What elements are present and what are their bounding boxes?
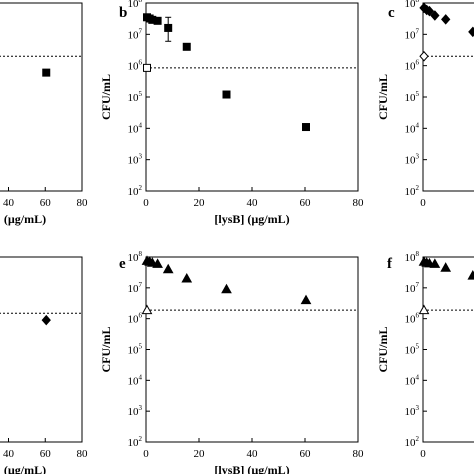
panel-letter: c — [388, 5, 395, 21]
y-tick-label: 102 — [128, 435, 143, 449]
open-data-point — [418, 304, 430, 315]
data-point — [152, 258, 163, 268]
y-tick-label: 108 — [128, 0, 143, 10]
y-tick-label: 103 — [128, 153, 143, 167]
x-tick-label: 0 — [143, 197, 149, 209]
panel-letter: f — [387, 256, 393, 272]
y-axis-title: CFU/mL — [99, 74, 113, 120]
y-tick-label: 108 — [405, 0, 420, 10]
y-tick-label: 107 — [405, 281, 420, 295]
data-point — [221, 283, 232, 294]
data-point — [424, 5, 435, 17]
y-tick-label: 105 — [405, 90, 420, 104]
y-tick-label: 105 — [128, 90, 143, 104]
y-tick-label: 105 — [405, 343, 420, 357]
y-tick-label: 104 — [405, 373, 420, 387]
x-tick-label: 20 — [194, 448, 206, 460]
x-tick-label: 80 — [77, 448, 89, 460]
x-tick-label: 80 — [353, 448, 365, 460]
x-tick-label: 0 — [420, 197, 426, 209]
y-tick-label: 103 — [405, 404, 420, 418]
y-tick-label: 104 — [405, 121, 420, 135]
y-axis-title: CFU/mL — [99, 327, 113, 373]
y-tick-label: 103 — [405, 153, 420, 167]
data-point — [467, 270, 474, 280]
x-tick-label: 80 — [353, 197, 365, 209]
y-tick-label: 104 — [128, 121, 143, 135]
data-point — [181, 273, 193, 283]
data-point — [222, 90, 231, 99]
y-axis-title: CFU/mL — [376, 74, 390, 120]
y-tick-label: 105 — [128, 343, 143, 357]
x-tick-label: 0 — [420, 448, 426, 460]
x-tick-label: 40 — [3, 197, 15, 209]
plot-frame — [145, 256, 359, 443]
panel-c: 10210310410510610710802cCFU/mL — [376, 0, 474, 209]
plot-frame — [422, 2, 474, 192]
y-axis-title: CFU/mL — [376, 327, 390, 373]
plot-frame — [145, 2, 359, 192]
data-point — [300, 294, 312, 305]
data-point — [302, 123, 310, 132]
plot-frame — [0, 256, 83, 443]
y-tick-label: 104 — [128, 373, 143, 387]
x-tick-label: 80 — [77, 197, 89, 209]
data-point — [468, 26, 474, 38]
plot-frame — [0, 2, 83, 192]
x-tick-label: 60 — [300, 197, 312, 209]
x-tick-label: 20 — [194, 197, 206, 209]
data-point — [441, 14, 451, 25]
y-tick-label: 106 — [128, 312, 143, 326]
y-tick-label: 102 — [405, 184, 420, 198]
data-point — [153, 16, 162, 25]
x-tick-label: 60 — [300, 448, 312, 460]
open-data-point — [143, 63, 151, 72]
y-tick-label: 106 — [405, 312, 420, 326]
plot-frame — [422, 256, 474, 443]
panel-letter: e — [119, 256, 126, 272]
x-axis-title: [lysB] (µg/mL) — [214, 463, 289, 474]
y-tick-label: 108 — [405, 250, 420, 264]
data-point — [440, 262, 452, 272]
x-tick-label: 40 — [247, 448, 259, 460]
y-tick-label: 102 — [128, 184, 143, 198]
y-tick-label: 107 — [128, 281, 143, 295]
x-tick-label: 60 — [40, 448, 52, 460]
y-tick-label: 102 — [405, 435, 420, 449]
y-tick-label: 106 — [405, 59, 420, 73]
y-tick-label: 103 — [128, 404, 143, 418]
data-point — [430, 10, 440, 21]
panel-letter: b — [119, 5, 127, 21]
y-tick-label: 108 — [128, 250, 143, 264]
x-axis-title: [lysB] (µg/mL) — [214, 212, 289, 226]
open-data-point — [419, 50, 429, 62]
open-data-point — [141, 304, 153, 315]
panel-a: 102103104105106107108020406080CFU/mL[lys… — [0, 2, 89, 226]
data-point — [41, 314, 51, 326]
data-point — [162, 263, 174, 274]
y-tick-label: 106 — [128, 59, 143, 73]
x-tick-label: 40 — [247, 197, 259, 209]
x-tick-label: 40 — [3, 448, 15, 460]
data-point — [182, 42, 191, 51]
y-tick-label: 107 — [405, 27, 420, 41]
data-point — [429, 258, 441, 268]
x-axis-title: [lysB] (µg/mL) — [0, 463, 46, 474]
panel-f: 10210310410510610710802fCFU/mL — [376, 250, 474, 460]
data-point — [164, 23, 173, 32]
x-tick-label: 60 — [40, 197, 52, 209]
data-point — [42, 68, 51, 77]
x-axis-title: [lysB] (µg/mL) — [0, 212, 46, 226]
panel-b: 102 103 104 105 106 107 108 0 20 40 60 80 b CFU/mL [ly… — [99, 0, 364, 226]
panel-e: 102 103 104 105 106 107 108 0 20 40 60 80 e CFU/mL [ly… — [99, 250, 364, 474]
y-tick-label: 107 — [128, 27, 143, 41]
x-tick-label: 0 — [143, 448, 149, 460]
